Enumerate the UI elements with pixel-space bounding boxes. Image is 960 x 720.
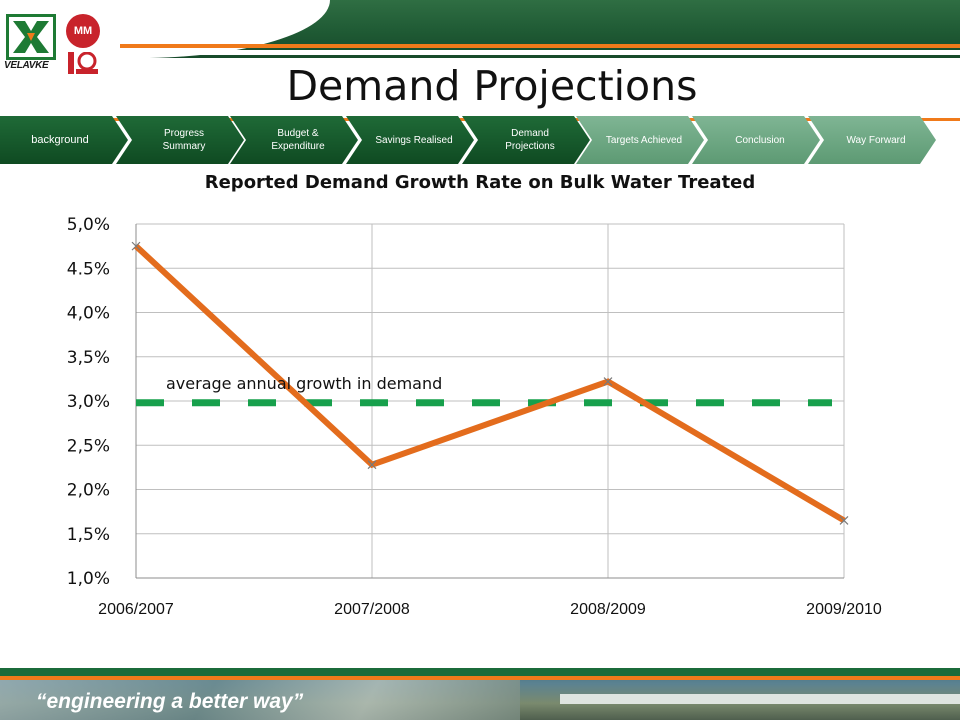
nav-step-progress-summary[interactable]: Progress Summary — [116, 116, 244, 164]
data-point-marker — [367, 460, 377, 470]
x-tick-label: 2006/2007 — [98, 601, 174, 618]
header-orange-line — [120, 44, 960, 48]
data-point-marker — [603, 377, 613, 386]
y-tick-label: 3,5% — [67, 348, 110, 368]
data-point-marker — [131, 241, 141, 251]
footer-green-line — [0, 668, 960, 676]
x-tick-label: 2008/2009 — [570, 601, 646, 618]
footer-tagline: “engineering a better way” — [36, 690, 304, 713]
data-point-marker — [839, 516, 849, 525]
nav-step-budget-expenditure[interactable]: Budget & Expenditure — [230, 116, 358, 164]
y-tick-label: 3,0% — [67, 392, 110, 412]
y-tick-label: 4,0% — [67, 304, 110, 324]
nav-step-way-forward[interactable]: Way Forward — [808, 116, 936, 164]
footer-orange-line — [0, 676, 960, 680]
footer-river-image — [0, 680, 520, 720]
x-tick-label: 2009/2010 — [806, 601, 882, 618]
velavke-logo-icon — [6, 14, 56, 60]
y-tick-label: 2,0% — [67, 481, 110, 501]
chart-title: Reported Demand Growth Rate on Bulk Wate… — [204, 172, 756, 193]
y-tick-label: 2,5% — [67, 436, 110, 456]
page-title: Demand Projections — [286, 62, 698, 110]
header-white-line — [150, 50, 960, 55]
nav-step-targets-achieved[interactable]: Targets Achieved — [576, 116, 704, 164]
y-tick-label: 4.5% — [67, 259, 110, 279]
y-tick-label: 1,5% — [67, 525, 110, 545]
nav-step-savings-realised[interactable]: Savings Realised — [346, 116, 474, 164]
average-growth-label: average annual growth in demand — [166, 374, 442, 393]
nav-step-background[interactable]: background — [0, 116, 128, 164]
footer-white-line — [0, 664, 960, 668]
y-tick-label: 5,0% — [67, 215, 110, 235]
footer-bridge-image — [560, 694, 960, 704]
sabs-logo-icon — [68, 51, 98, 74]
mm-logo-icon: MM — [66, 14, 100, 48]
y-tick-label: 1,0% — [67, 569, 110, 589]
x-tick-label: 2007/2008 — [334, 601, 410, 618]
nav-ribbon: background Progress Summary Budget & Exp… — [0, 114, 960, 166]
demand-growth-series-line — [133, 243, 846, 524]
nav-step-demand-projections[interactable]: Demand Projections — [462, 116, 590, 164]
header-band — [0, 0, 960, 58]
footer-band — [0, 664, 960, 720]
nav-step-conclusion[interactable]: Conclusion — [692, 116, 820, 164]
velavke-logo-text: VELAVKE — [4, 60, 49, 71]
